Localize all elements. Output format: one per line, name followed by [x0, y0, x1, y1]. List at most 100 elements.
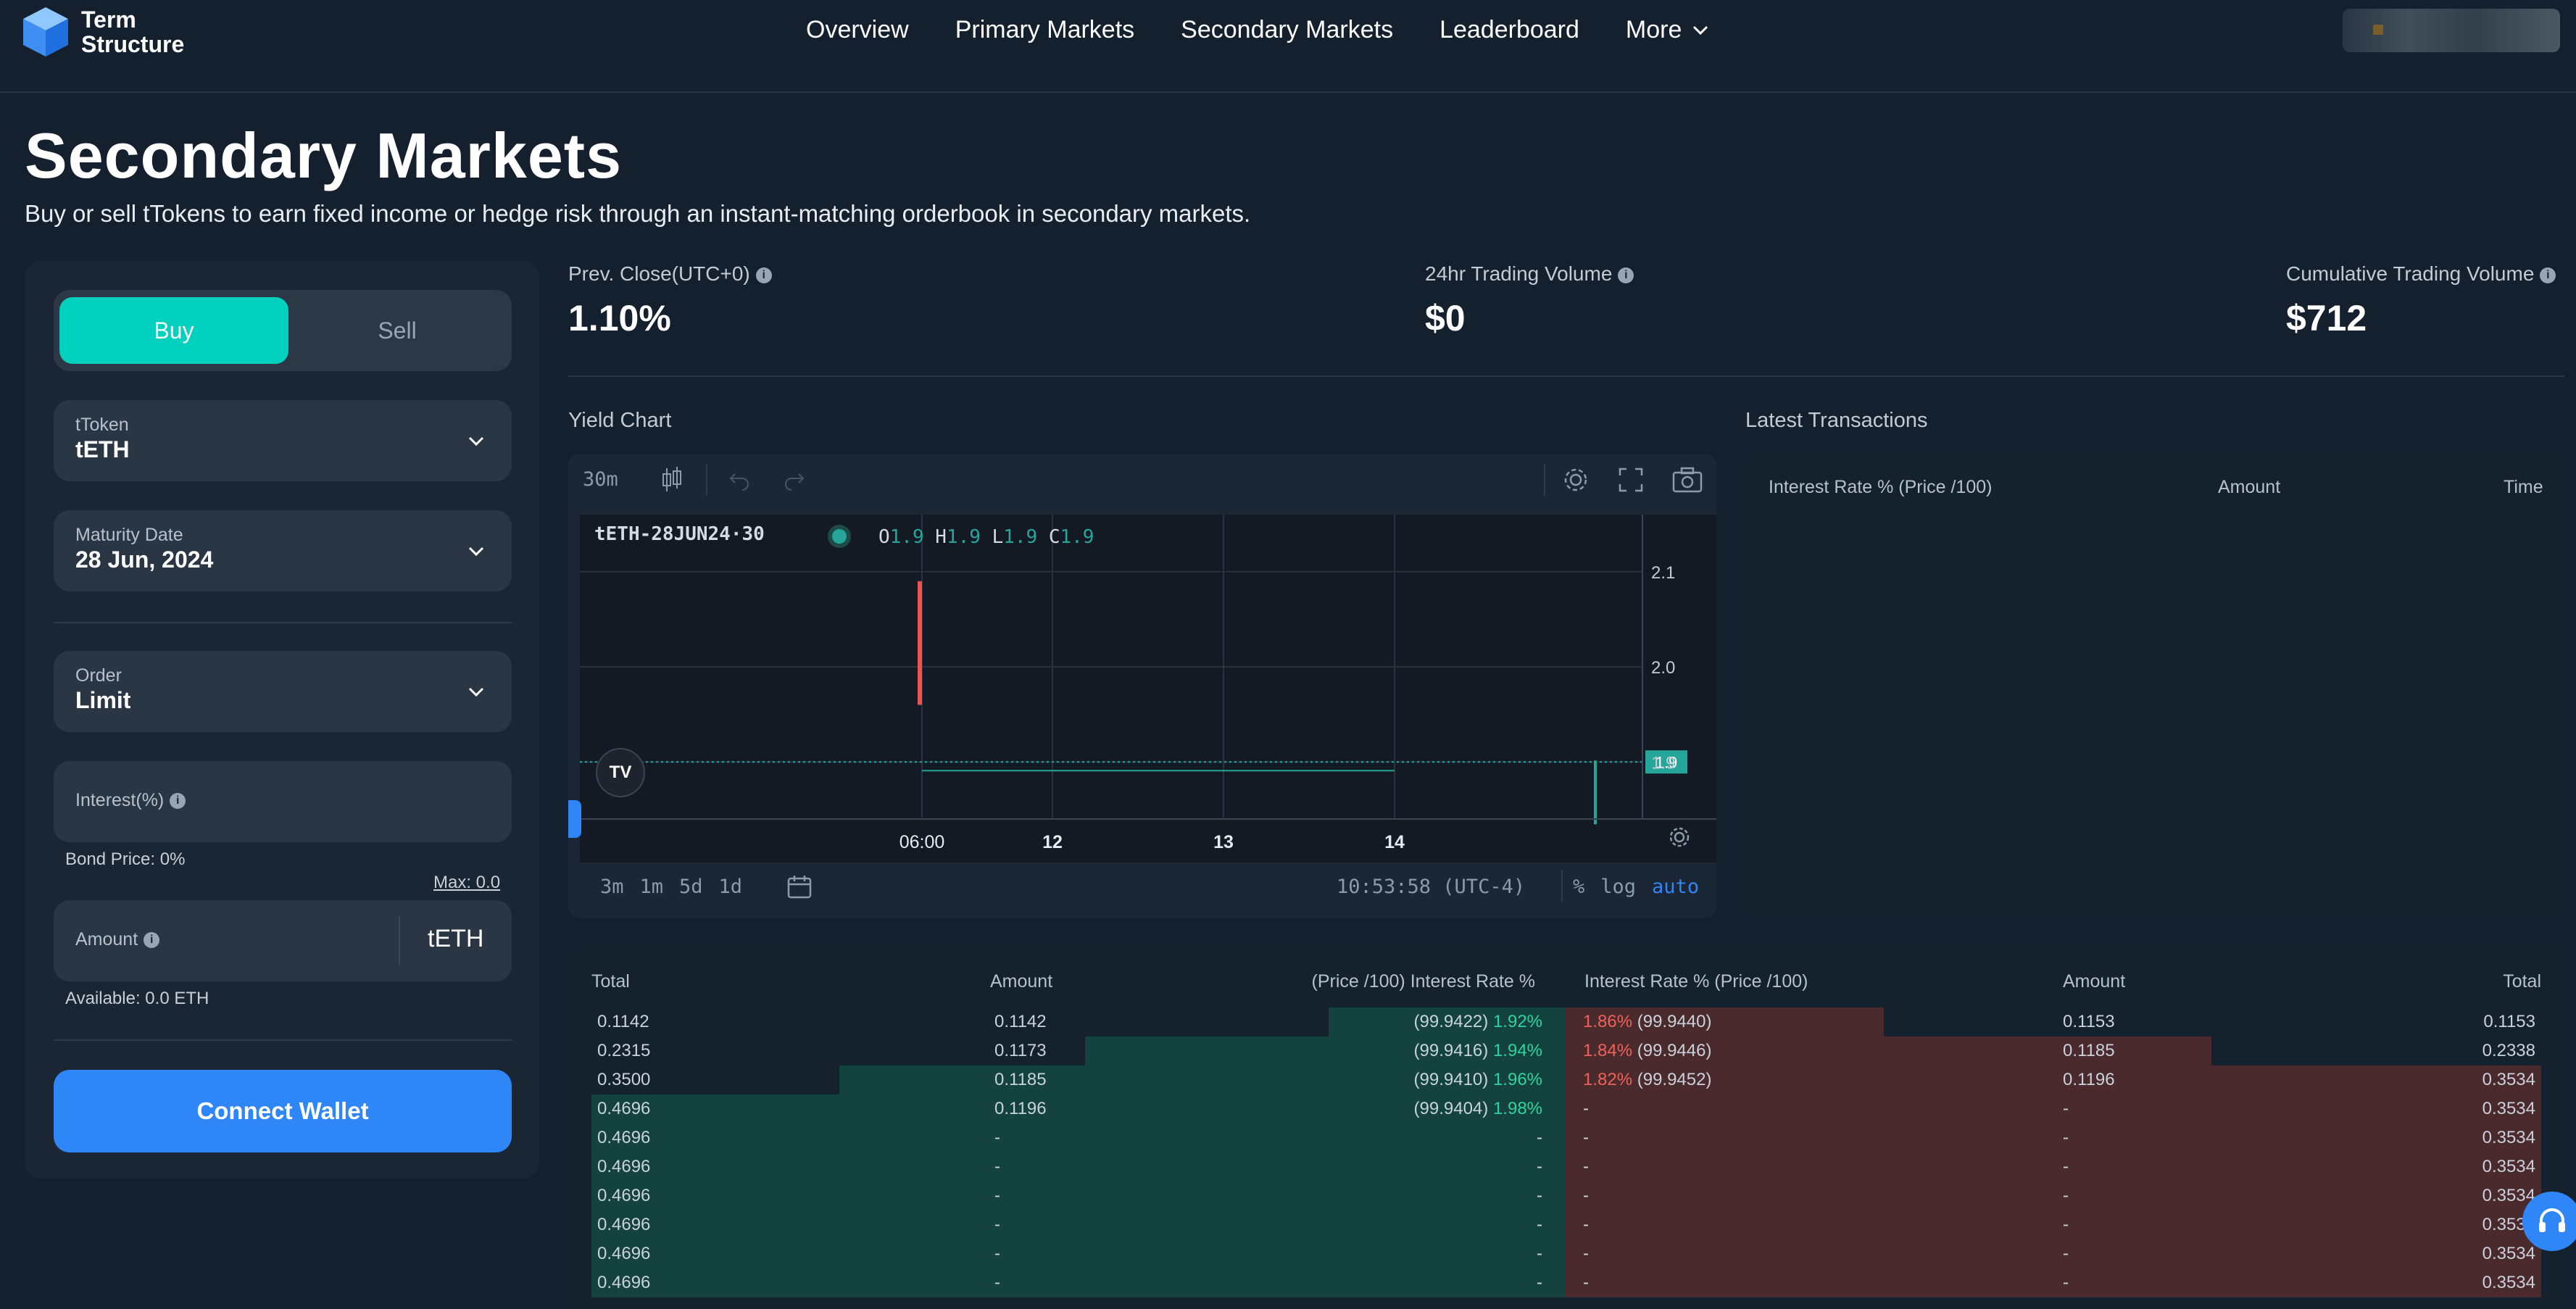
ask-rate: 1.82%	[1583, 1070, 1633, 1089]
nav-more[interactable]: More	[1626, 16, 1711, 44]
camera-icon[interactable]	[1671, 465, 1703, 494]
bid-price-rate[interactable]: -	[1537, 1157, 1542, 1177]
bid-price-rate[interactable]: -	[1537, 1186, 1542, 1206]
bid-price-rate[interactable]: -	[1537, 1128, 1542, 1148]
ask-depth-bar	[1566, 1181, 2541, 1210]
info-icon[interactable]: i	[2540, 267, 2556, 283]
ask-total: 0.3534	[2482, 1070, 2535, 1089]
ask-total: 0.3534	[2482, 1244, 2535, 1263]
y-tick-label: 1.9	[1651, 753, 1675, 773]
drawer-handle[interactable]	[568, 800, 581, 838]
bid-depth-bar	[591, 1123, 1566, 1152]
brand-logo[interactable]: Term Structure	[22, 6, 184, 58]
ask-rate-price[interactable]: -	[1583, 1244, 1589, 1264]
sell-tab[interactable]: Sell	[378, 317, 417, 344]
nav-primary-markets[interactable]: Primary Markets	[955, 16, 1135, 43]
brand-line-2: Structure	[81, 31, 185, 57]
ask-rate-price[interactable]: -	[1583, 1099, 1589, 1119]
bid-total: 0.2315	[597, 1041, 651, 1060]
maturity-date-select[interactable]: Maturity Date 28 Jun, 2024	[54, 510, 512, 591]
range-3m[interactable]: 3m	[600, 876, 624, 898]
bid-price: -	[1537, 1157, 1542, 1176]
redo-icon[interactable]	[783, 468, 806, 491]
bid-price-rate[interactable]: -	[1537, 1215, 1542, 1235]
nav-overview[interactable]: Overview	[806, 16, 909, 43]
interest-input[interactable]: Interest(%) i	[54, 761, 512, 842]
ttoken-select[interactable]: tToken tETH	[54, 400, 512, 481]
bid-price-rate[interactable]: (99.9404) 1.98%	[1414, 1099, 1542, 1119]
ask-depth-bar	[1566, 1152, 2541, 1181]
ask-total: 0.1153	[2483, 1012, 2535, 1031]
cumulative-volume-label: Cumulative Trading Volume i	[2286, 262, 2556, 286]
bid-price-rate[interactable]: -	[1537, 1273, 1542, 1293]
ask-rate-price[interactable]: 1.82% (99.9452)	[1583, 1070, 1711, 1090]
fullscreen-icon[interactable]	[1618, 467, 1644, 493]
ask-rate-price[interactable]: 1.86% (99.9440)	[1583, 1012, 1711, 1032]
range-1m[interactable]: 1m	[639, 876, 664, 898]
scale-auto[interactable]: auto	[1652, 876, 1700, 898]
avatar	[2373, 25, 2383, 35]
ask-rate-price[interactable]: 1.84% (99.9446)	[1583, 1041, 1711, 1061]
prev-close-value: 1.10%	[568, 298, 671, 338]
bid-price-rate[interactable]: (99.9422) 1.92%	[1414, 1012, 1542, 1032]
bid-total: 0.4696	[597, 1215, 651, 1234]
info-icon[interactable]: i	[755, 267, 772, 283]
ask-rate-price[interactable]: -	[1583, 1186, 1589, 1206]
ask-rate: -	[1583, 1157, 1589, 1176]
price-tag-box	[1645, 750, 1687, 774]
latest-transactions-label: Latest Transactions	[1745, 409, 1928, 432]
info-icon[interactable]: i	[170, 793, 186, 810]
calendar-range-icon[interactable]	[786, 873, 815, 902]
ask-price: (99.9446)	[1632, 1041, 1712, 1060]
undo-icon[interactable]	[728, 468, 751, 491]
info-icon[interactable]: i	[144, 932, 160, 949]
amount-input[interactable]: Amount i tETH	[54, 900, 512, 981]
bid-amount: -	[994, 1273, 1000, 1292]
bid-price-rate[interactable]: (99.9410) 1.96%	[1414, 1070, 1542, 1090]
bid-price-rate[interactable]: -	[1537, 1244, 1542, 1264]
ask-amount: 0.1196	[2063, 1070, 2115, 1089]
scale-percent[interactable]: %	[1573, 876, 1585, 898]
yield-chart-canvas[interactable]: 1.9 2.1 2.0 1.9 06:00 12 13 14	[580, 515, 1716, 863]
bid-price: -	[1537, 1186, 1542, 1205]
price-tag-label: 1.9	[1655, 753, 1678, 771]
candle-type-icon[interactable]	[660, 465, 684, 494]
max-link[interactable]: Max: 0.0	[433, 873, 501, 892]
scale-log[interactable]: log	[1600, 876, 1637, 898]
range-1d[interactable]: 1d	[718, 876, 743, 898]
order-type-select[interactable]: Order Limit	[54, 651, 512, 732]
interval-select[interactable]: 30m	[583, 468, 618, 491]
gear-icon[interactable]	[1561, 465, 1590, 494]
ask-rate-price[interactable]: -	[1583, 1273, 1589, 1293]
bid-price-rate[interactable]: (99.9416) 1.94%	[1414, 1041, 1542, 1061]
ask-total: 0.3534	[2482, 1157, 2535, 1176]
buy-tab[interactable]: Buy	[59, 297, 288, 364]
bid-header-price-rate: (Price /100) Interest Rate %	[1311, 971, 1535, 992]
tx-header-rate: Interest Rate % (Price /100)	[1769, 477, 1993, 497]
cube-logo-icon	[23, 7, 68, 57]
support-chat-button[interactable]	[2522, 1192, 2576, 1251]
nav-secondary-markets[interactable]: Secondary Markets	[1181, 16, 1394, 43]
ask-rate-price[interactable]: -	[1583, 1157, 1589, 1177]
y-tick-label: 2.1	[1651, 563, 1675, 583]
ask-rate-price[interactable]: -	[1583, 1128, 1589, 1148]
tradingview-logo-icon[interactable]: TV	[596, 748, 645, 797]
ohlc-h-label: H	[935, 526, 947, 548]
ohlc-high: 1.9	[946, 526, 981, 548]
nav-leaderboard[interactable]: Leaderboard	[1439, 16, 1579, 43]
ask-rate-price[interactable]: -	[1583, 1215, 1589, 1235]
bid-amount: 0.1173	[994, 1041, 1047, 1060]
bid-depth-bar	[1329, 1007, 1566, 1036]
brand-name: Term Structure	[81, 7, 184, 57]
connect-wallet-button[interactable]: Connect Wallet	[54, 1070, 512, 1152]
account-chip[interactable]	[2343, 9, 2560, 52]
bid-price: -	[1537, 1128, 1542, 1147]
amount-label-text: Amount	[75, 929, 138, 949]
bid-header-total: Total	[591, 971, 630, 992]
info-icon[interactable]: i	[1618, 267, 1634, 283]
ask-amount: 0.1153	[2063, 1012, 2115, 1031]
range-5d[interactable]: 5d	[679, 876, 703, 898]
bid-total: 0.4696	[597, 1099, 651, 1118]
range-buttons: 3m 1m 5d 1d	[600, 876, 742, 898]
gear-icon[interactable]	[1667, 825, 1692, 849]
